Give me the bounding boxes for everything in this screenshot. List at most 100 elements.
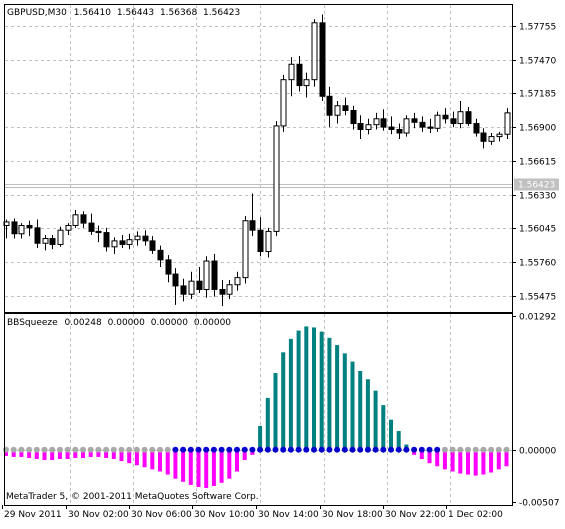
candle (134, 231, 141, 246)
candle (403, 115, 410, 137)
candle (242, 215, 249, 284)
candle (411, 112, 418, 129)
time-tick-label: 30 Nov 10:00 (194, 510, 255, 520)
candle (111, 237, 118, 254)
histogram-bar (219, 449, 224, 483)
price-tick-label: 1.56900 (519, 124, 556, 134)
squeeze-dot (210, 446, 217, 453)
squeeze-dot (426, 446, 433, 453)
squeeze-dot (87, 446, 94, 453)
candle (388, 116, 395, 135)
squeeze-dot (357, 446, 364, 453)
squeeze-dot (241, 446, 248, 453)
histogram-bar (65, 449, 70, 460)
candle (219, 279, 226, 307)
squeeze-dot (380, 446, 387, 453)
candle (419, 116, 426, 132)
histogram-bar (281, 352, 286, 450)
squeeze-dot (26, 446, 33, 453)
histogram-bar (466, 449, 470, 475)
candle (157, 245, 164, 267)
squeeze-dot (164, 446, 171, 453)
histogram-bar (211, 449, 216, 486)
candle (142, 230, 149, 246)
histogram-bar (288, 338, 293, 450)
squeeze-dot (49, 446, 56, 453)
candle (296, 55, 303, 92)
histogram-bar (396, 431, 401, 450)
time-tick-label: 30 Nov 02:00 (68, 510, 129, 520)
squeeze-dot (33, 446, 40, 453)
squeeze-dot (488, 446, 495, 453)
histogram-bar (111, 449, 116, 460)
histogram-bar (104, 449, 109, 458)
squeeze-dot (157, 446, 163, 453)
time-tick-label: 30 Nov 22:00 (385, 510, 446, 520)
histogram-bar (381, 405, 386, 450)
squeeze-dot (503, 446, 510, 453)
current-price-label: 1.56423 (518, 181, 555, 191)
price-panel-frame (4, 4, 513, 313)
squeeze-dot (303, 446, 310, 453)
histogram-bar (181, 449, 186, 482)
squeeze-dot (318, 446, 325, 453)
candle (504, 108, 511, 139)
squeeze-dot (64, 446, 71, 453)
squeeze-dot (118, 446, 125, 453)
squeeze-dot (264, 446, 271, 453)
indicator-tick-label: 0.00000 (519, 447, 556, 457)
squeeze-dot (326, 446, 333, 453)
squeeze-dot (457, 446, 464, 453)
candle (49, 234, 56, 250)
candle (334, 101, 341, 124)
squeeze-dot (495, 446, 502, 453)
price-axis: 1.57755 1.57470 1.57185 1.56900 1.56615 1.563… (512, 23, 559, 303)
histogram-bar (119, 449, 124, 462)
price-grid (5, 5, 512, 312)
time-tick-label: 29 Nov 2011 (4, 510, 62, 520)
squeeze-dot (372, 446, 379, 453)
histogram-bar (81, 449, 85, 458)
histogram-bar (358, 370, 363, 450)
squeeze-dot (280, 446, 287, 453)
histogram-bar (227, 449, 232, 479)
price-tick-label: 1.57755 (519, 23, 556, 33)
histogram-bar (304, 326, 309, 450)
squeeze-dot (72, 446, 79, 453)
histogram-bar (442, 449, 447, 470)
time-axis: 29 Nov 2011 30 Nov 02:00 30 Nov 06:00 30 No… (2, 505, 503, 520)
squeeze-dot (110, 446, 117, 453)
histogram-bar (258, 425, 263, 450)
squeeze-dot (172, 446, 179, 453)
histogram-bar (96, 449, 101, 457)
histogram-bar (42, 449, 47, 461)
squeeze-dot (287, 446, 294, 453)
squeeze-dot (341, 446, 348, 453)
time-tick-label: 30 Nov 06:00 (131, 510, 192, 520)
candle (196, 266, 203, 294)
price-candles (3, 14, 511, 307)
squeeze-dot (226, 446, 233, 453)
histogram-bar (335, 345, 340, 450)
squeeze-dot (349, 446, 356, 453)
squeeze-dot (249, 446, 256, 453)
histogram-bar (19, 449, 24, 457)
histogram-bar (312, 327, 316, 450)
squeeze-dot (180, 446, 187, 453)
price-panel-title: GBPUSD,M30 1.56410 1.56443 1.56368 1.564… (7, 8, 240, 18)
candle (188, 271, 195, 299)
histogram-bar (150, 449, 155, 470)
histogram-bar (327, 337, 332, 450)
histogram-bar (419, 449, 424, 460)
squeeze-dot (56, 446, 63, 453)
candle (211, 253, 218, 297)
squeeze-dot (3, 446, 9, 453)
histogram-bar (458, 449, 463, 474)
candle (203, 256, 210, 298)
candle (480, 128, 487, 149)
squeeze-dot (334, 446, 341, 453)
candle (488, 133, 495, 145)
squeeze-dot (434, 446, 441, 453)
